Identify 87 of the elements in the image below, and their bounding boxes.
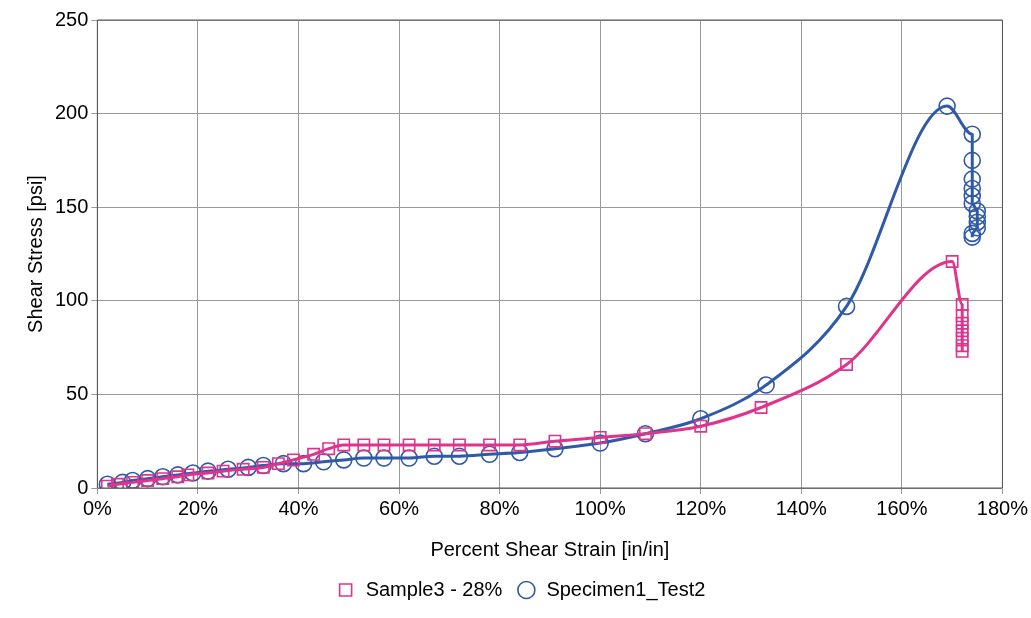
point xyxy=(963,194,982,213)
point xyxy=(452,438,466,452)
x-tick-label: 180% xyxy=(976,496,1029,519)
point xyxy=(169,466,187,484)
point xyxy=(357,438,371,452)
point xyxy=(287,453,300,467)
y-axis-title: Shear Stress [psi] xyxy=(23,175,46,333)
point xyxy=(334,451,353,469)
point xyxy=(181,468,195,482)
legend-label: Specimen1_Test2 xyxy=(546,577,706,601)
point xyxy=(593,431,607,444)
point xyxy=(963,125,982,143)
y-tick-label: 200 xyxy=(54,101,89,124)
point xyxy=(402,438,416,452)
point xyxy=(955,309,969,323)
point xyxy=(254,456,273,475)
point xyxy=(480,445,499,464)
point xyxy=(375,449,393,467)
point xyxy=(274,454,293,473)
x-tick-label: 80% xyxy=(479,496,520,519)
point xyxy=(955,344,969,358)
y-tick-label: 50 xyxy=(66,381,89,404)
point xyxy=(156,472,170,486)
point xyxy=(945,255,959,268)
point xyxy=(483,438,497,452)
x-tick-label: 40% xyxy=(278,496,319,519)
point xyxy=(968,202,987,220)
point xyxy=(968,207,987,226)
point xyxy=(201,466,215,480)
point xyxy=(219,460,237,479)
y-tick-label: 100 xyxy=(54,288,89,311)
point xyxy=(938,97,956,115)
point xyxy=(322,442,336,456)
point xyxy=(294,454,313,473)
point xyxy=(955,324,969,338)
y-tick-label: 250 xyxy=(54,7,89,30)
point xyxy=(307,447,321,461)
point xyxy=(963,228,982,246)
point xyxy=(450,447,469,465)
point xyxy=(400,449,418,467)
point xyxy=(425,447,444,465)
x-tick-label: 0% xyxy=(82,496,113,519)
point xyxy=(968,213,987,231)
x-tick-label: 100% xyxy=(574,496,626,519)
point xyxy=(837,297,856,316)
point xyxy=(754,401,768,414)
point xyxy=(427,438,441,452)
point xyxy=(963,187,982,205)
point xyxy=(239,458,258,477)
point xyxy=(314,452,333,471)
point xyxy=(377,438,391,452)
x-tick-label: 140% xyxy=(775,496,828,519)
point xyxy=(840,357,854,371)
point xyxy=(955,339,969,353)
x-axis-title: Percent Shear Strain [in/in] xyxy=(430,537,670,560)
point xyxy=(968,218,987,237)
x-tick-label: 160% xyxy=(876,496,928,519)
point xyxy=(126,475,140,488)
point xyxy=(216,464,230,478)
point xyxy=(123,471,142,488)
point xyxy=(694,419,708,433)
point xyxy=(548,434,562,448)
y-tick-label: 0 xyxy=(77,475,89,498)
point xyxy=(184,464,202,482)
point xyxy=(757,376,775,394)
point xyxy=(963,151,982,170)
point xyxy=(591,434,609,452)
x-tick-label: 60% xyxy=(379,496,420,519)
point xyxy=(955,316,969,330)
legend-label: Sample3 - 28% xyxy=(365,577,503,600)
point xyxy=(337,438,351,452)
point xyxy=(955,331,969,345)
point xyxy=(963,170,982,188)
point xyxy=(355,449,373,467)
x-tick-label: 120% xyxy=(675,496,727,519)
point xyxy=(963,179,982,198)
point xyxy=(111,477,124,488)
point xyxy=(513,438,527,452)
y-tick-label: 150 xyxy=(54,194,89,217)
point xyxy=(963,224,982,243)
point xyxy=(153,467,172,486)
point xyxy=(955,298,969,311)
x-tick-label: 20% xyxy=(177,496,219,519)
point xyxy=(199,462,217,480)
point xyxy=(171,470,185,484)
point xyxy=(113,473,132,488)
point xyxy=(510,443,529,462)
